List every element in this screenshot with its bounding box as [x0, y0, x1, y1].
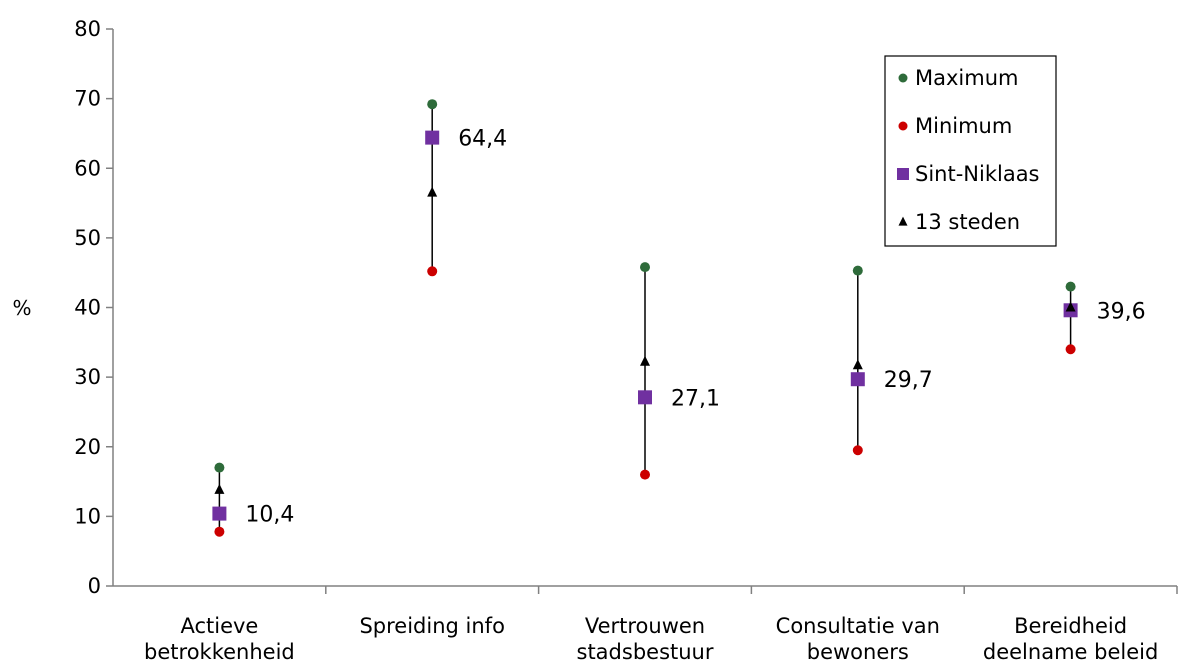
data-label: 64,4 — [458, 127, 507, 152]
legend-entry-label: 13 steden — [915, 210, 1020, 234]
x-category-label: Actieve betrokkenheid — [144, 614, 295, 664]
legend-marker — [898, 121, 908, 131]
y-tick-label: 0 — [88, 574, 101, 598]
minimum-point — [214, 526, 225, 537]
13-steden-point — [214, 483, 225, 494]
y-tick-label: 70 — [74, 87, 101, 111]
y-axis-title: % — [12, 296, 31, 320]
legend-entry-label: Minimum — [915, 114, 1012, 138]
data-labels: 10,4 64,4 27,1 29,7 39,6 — [245, 127, 1145, 528]
data-label: 10,4 — [245, 503, 294, 528]
y-tick-label: 60 — [74, 156, 101, 180]
y-tick-label: 50 — [74, 226, 101, 250]
y-tick-label: 30 — [74, 365, 101, 389]
maximum-point — [852, 265, 863, 276]
markers — [212, 99, 1078, 537]
sint-niklaas-point — [850, 372, 865, 387]
x-axis-labels: Actieve betrokkenheid Spreiding info Vertro… — [144, 614, 1158, 664]
sint-niklaas-point — [212, 506, 227, 521]
data-label: 27,1 — [671, 386, 720, 411]
legend-marker — [897, 168, 909, 180]
13-steden-point — [640, 355, 650, 366]
maximum-point — [640, 262, 650, 273]
x-category-label: Consultatie van bewoners — [776, 614, 940, 664]
y-tick-label: 80 — [74, 17, 101, 41]
maximum-point — [1065, 281, 1076, 292]
sint-niklaas-point — [638, 390, 652, 405]
13-steden-point — [852, 359, 863, 370]
13-steden-point — [1065, 301, 1076, 312]
data-label: 39,6 — [1097, 299, 1146, 324]
x-category-label: Bereidheid deelname beleid — [983, 614, 1158, 664]
legend-marker — [898, 216, 908, 226]
x-category-label: Vertrouwen stadsbestuur — [577, 614, 714, 664]
maximum-point — [214, 462, 225, 473]
maximum-point — [427, 99, 438, 110]
legend-entry-label: Sint-Niklaas — [915, 162, 1040, 186]
legend-box — [884, 55, 1057, 247]
legend: Maximum Minimum Sint-Niklaas 13 steden — [884, 55, 1057, 247]
sint-niklaas-point — [425, 130, 440, 145]
minimum-point — [427, 266, 438, 277]
legend-marker — [898, 73, 908, 83]
y-tick-label: 40 — [74, 296, 101, 320]
legend-entry-label: Maximum — [915, 66, 1018, 90]
13-steden-point — [427, 186, 438, 197]
minimum-point — [1065, 344, 1076, 355]
y-axis-ticks: 0 10 20 30 40 50 60 70 80 — [74, 17, 113, 598]
x-category-label: Spreiding info — [359, 614, 504, 638]
y-tick-label: 20 — [74, 435, 101, 459]
minimum-point — [852, 445, 863, 456]
data-label: 29,7 — [884, 368, 933, 393]
y-tick-label: 10 — [74, 504, 101, 528]
minimum-point — [640, 469, 650, 480]
